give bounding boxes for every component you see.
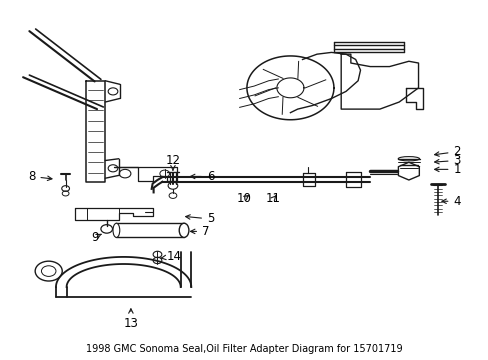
Text: 8: 8 bbox=[28, 170, 52, 183]
Text: 4: 4 bbox=[441, 195, 460, 208]
Text: 12: 12 bbox=[165, 154, 180, 170]
Text: 13: 13 bbox=[123, 309, 138, 330]
Text: 7: 7 bbox=[190, 225, 209, 238]
Text: 2: 2 bbox=[434, 145, 460, 158]
Text: 1998 GMC Sonoma Seal,Oil Filter Adapter Diagram for 15701719: 1998 GMC Sonoma Seal,Oil Filter Adapter … bbox=[86, 344, 402, 354]
Text: 10: 10 bbox=[237, 192, 251, 205]
Text: 1: 1 bbox=[434, 163, 460, 176]
Text: 5: 5 bbox=[185, 212, 214, 225]
Text: 3: 3 bbox=[434, 154, 460, 167]
Text: 9: 9 bbox=[91, 231, 101, 244]
Text: 11: 11 bbox=[265, 192, 281, 205]
Text: 14: 14 bbox=[161, 250, 182, 263]
Ellipse shape bbox=[113, 223, 120, 238]
Text: 6: 6 bbox=[190, 170, 214, 183]
Ellipse shape bbox=[179, 223, 188, 238]
